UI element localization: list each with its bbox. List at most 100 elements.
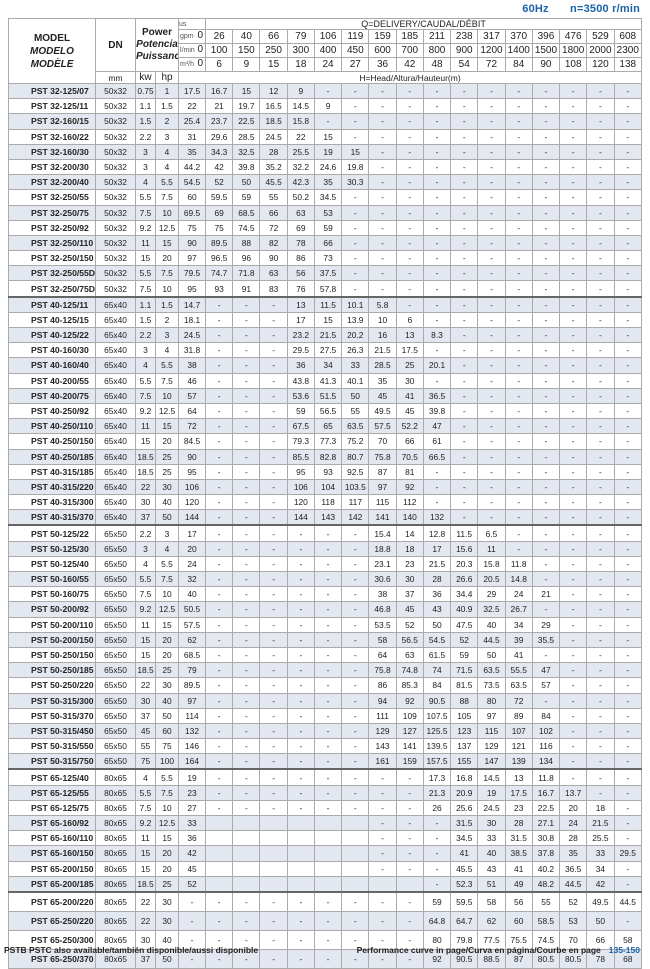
head-cell: [341, 845, 370, 862]
head-cell: -: [205, 910, 234, 931]
head-cell: 15: [232, 82, 261, 100]
head-cell: -: [313, 601, 343, 618]
head-cell: -: [586, 174, 615, 191]
head-cell: 114: [178, 707, 207, 724]
head-cell: 53.5: [368, 616, 397, 633]
model-cell: PST 50-250/220: [8, 677, 96, 694]
dn-cell: 80x65: [95, 860, 136, 877]
head-cell: 115: [477, 722, 506, 740]
page-range-link[interactable]: 135-150: [608, 945, 640, 955]
head-cell: 112: [395, 494, 424, 511]
hp-cell: 1: [154, 82, 180, 100]
head-cell: -: [395, 265, 424, 282]
head-cell: -: [395, 830, 424, 847]
head-cell: 14.8: [504, 570, 533, 588]
kw-cell: 3: [135, 540, 156, 557]
head-cell: 90: [259, 250, 288, 267]
head-cell: -: [259, 433, 288, 450]
hp-cell: 20: [154, 433, 180, 450]
head-cell: -: [586, 189, 615, 206]
head-cell: -: [368, 784, 397, 801]
head-cell: -: [259, 402, 288, 420]
head-cell: 30: [395, 570, 424, 588]
gpm-value: 608: [619, 31, 637, 42]
head-cell: -: [205, 540, 234, 557]
head-cell: -: [559, 478, 588, 496]
model-cell: PST 32-250/75: [8, 204, 96, 221]
head-cell: -: [205, 372, 234, 389]
head-cell: -: [232, 524, 261, 542]
kw-cell: 7.5: [135, 204, 156, 221]
head-cell: -: [504, 158, 533, 176]
head-cell: -: [450, 128, 479, 145]
kw-cell: 4: [135, 768, 156, 786]
head-cell: 45.5: [259, 174, 288, 191]
head-cell: -: [341, 646, 370, 664]
head-cell: 45: [395, 601, 424, 618]
kw-cell: 22: [135, 910, 156, 931]
head-cell: 50: [232, 174, 261, 191]
head-cell: 21.3: [422, 784, 452, 801]
head-cell: -: [559, 646, 588, 664]
head-cell: 57: [531, 677, 561, 694]
head-cell: -: [559, 707, 588, 724]
head-cell: -: [313, 890, 343, 912]
head-cell: -: [205, 616, 234, 633]
head-cell: 86: [286, 250, 315, 267]
head-cell: -: [422, 219, 452, 236]
head-cell: 92: [395, 692, 424, 709]
head-cell: 85.3: [395, 677, 424, 694]
head-cell: 29.5: [286, 342, 315, 359]
head-cell: 14.5: [286, 98, 315, 115]
head-cell: 24.5: [259, 128, 288, 145]
kw-cell: 7.5: [135, 586, 156, 603]
head-cell: -: [559, 326, 588, 344]
head-cell: -: [178, 910, 207, 931]
dn-cell: 50x32: [95, 158, 136, 176]
head-cell: 10.1: [341, 295, 370, 313]
kw-cell: 30: [135, 494, 156, 511]
head-cell: -: [586, 143, 615, 160]
head-cell: 56: [504, 890, 533, 912]
head-cell: 15: [313, 311, 343, 329]
curve-reference: Performance curve in page/Curva en págin…: [357, 945, 640, 955]
dn-cell: 65x50: [95, 738, 136, 755]
head-cell: -: [232, 738, 261, 755]
head-cell: 15: [341, 143, 370, 160]
head-cell: -: [205, 463, 234, 480]
head-cell: -: [559, 631, 588, 648]
kw-cell: 37: [135, 707, 156, 724]
head-cell: -: [259, 478, 288, 496]
head-cell: -: [559, 753, 588, 770]
hp-header: hp: [154, 71, 180, 84]
head-cell: 80.7: [341, 448, 370, 465]
kw-cell: 75: [135, 753, 156, 770]
head-cell: -: [559, 722, 588, 740]
head-cell: 66.5: [422, 448, 452, 465]
head-cell: -: [313, 646, 343, 664]
head-cell: -: [313, 570, 343, 588]
head-cell: -: [232, 494, 261, 511]
head-cell: -: [259, 586, 288, 603]
dn-cell: 50x32: [95, 82, 136, 100]
head-cell: 73: [313, 250, 343, 267]
head-cell: 147: [477, 753, 506, 770]
dn-cell: 65x50: [95, 540, 136, 557]
head-cell: -: [259, 768, 288, 786]
head-cell: -: [531, 692, 561, 709]
head-cell: 46: [178, 372, 207, 389]
lmin-value: 400: [319, 45, 337, 56]
model-cell: PST 40-315/300: [8, 494, 96, 511]
lmin-header-cell: 800: [422, 43, 452, 58]
kw-cell: 22: [135, 677, 156, 694]
gpm-header-cell: 529: [586, 29, 615, 44]
head-cell: 37.8: [531, 845, 561, 862]
head-cell: 44.5: [477, 631, 506, 648]
hp-cell: 20: [154, 646, 180, 664]
head-cell: [232, 875, 261, 893]
head-cell: 66: [395, 433, 424, 450]
model-cell: PST 65-160/110: [8, 830, 96, 847]
m3h-value: 42: [404, 59, 416, 70]
kw-cell: 15: [135, 433, 156, 450]
lmin-header-cell: 1500: [531, 43, 561, 58]
